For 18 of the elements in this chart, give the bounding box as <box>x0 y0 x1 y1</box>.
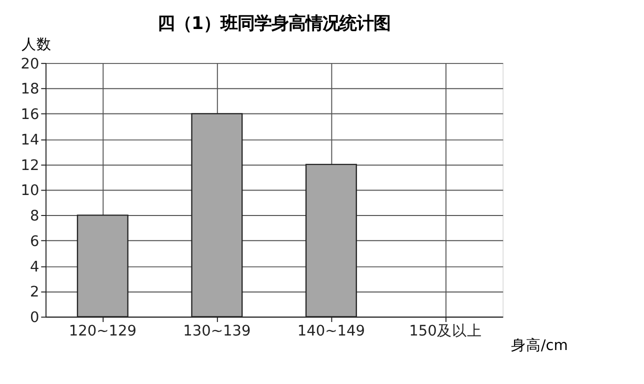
y-tick-label: 2 <box>30 284 40 301</box>
y-tick-label: 6 <box>30 234 40 250</box>
x-tick-label: 120~129 <box>68 324 136 340</box>
y-tick-label: 8 <box>30 208 40 225</box>
chart-title: 四（1）班同学身高情况统计图 <box>158 14 391 34</box>
y-tick-label: 0 <box>30 310 40 326</box>
y-tick-label: 18 <box>20 82 40 98</box>
x-tick-label: 130~139 <box>183 324 251 340</box>
y-tick-label: 10 <box>20 183 40 200</box>
x-tick-label: 140~149 <box>297 324 365 340</box>
y-axis-title: 人数 <box>21 36 52 53</box>
y-tick-label: 4 <box>30 259 40 276</box>
y-tick-label: 14 <box>20 132 40 148</box>
y-tick-label: 20 <box>20 56 40 72</box>
y-tick-label: 16 <box>20 107 40 124</box>
y-tick-label: 12 <box>20 158 40 174</box>
x-axis-title: 身高/cm <box>510 337 568 354</box>
x-tick-label: 150及以上 <box>409 322 482 340</box>
